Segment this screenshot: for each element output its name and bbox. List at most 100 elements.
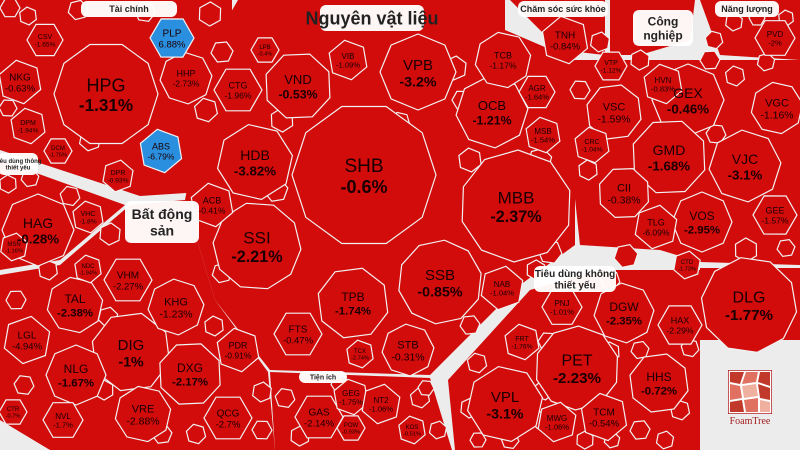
tile-mbb[interactable]	[461, 149, 571, 263]
tile-kos[interactable]	[398, 415, 426, 445]
small-tile[interactable]	[466, 352, 488, 374]
small-tile[interactable]	[734, 237, 758, 263]
small-tile[interactable]	[629, 420, 651, 440]
tile-lgl[interactable]	[3, 315, 51, 365]
tile-tcb[interactable]	[474, 31, 532, 89]
tile-abs[interactable]	[139, 128, 183, 174]
small-tile[interactable]	[459, 315, 481, 335]
tile-ssb[interactable]	[398, 239, 482, 325]
tile-acb[interactable]	[190, 182, 234, 228]
tile-ndc[interactable]	[74, 254, 102, 284]
tile-vjc[interactable]	[708, 129, 782, 203]
tile-hax[interactable]	[657, 305, 703, 345]
tile-ctg[interactable]	[213, 68, 263, 112]
tile-vpl[interactable]	[466, 365, 544, 443]
tile-vtp[interactable]	[594, 51, 628, 81]
tile-geg[interactable]	[333, 378, 369, 416]
tile-dcm[interactable]	[43, 138, 73, 164]
tile-gas[interactable]	[294, 395, 344, 439]
tile-gmd[interactable]	[632, 120, 706, 194]
tile-vpb[interactable]	[379, 33, 457, 111]
small-tile[interactable]	[630, 340, 650, 360]
tile-tcx[interactable]	[346, 339, 374, 369]
tile-dig[interactable]	[91, 312, 171, 392]
small-tile[interactable]	[417, 380, 435, 396]
tile-vre[interactable]	[114, 385, 172, 443]
tile-fts[interactable]	[273, 312, 323, 356]
small-tile[interactable]	[251, 420, 273, 440]
tile-tal[interactable]	[46, 276, 104, 334]
tile-mwg[interactable]	[537, 401, 577, 443]
tile-dxg[interactable]	[159, 343, 221, 405]
tile-dpr[interactable]	[102, 159, 134, 193]
small-tile[interactable]	[589, 31, 611, 53]
small-tile[interactable]	[569, 80, 591, 100]
small-tile[interactable]	[0, 99, 18, 117]
tile-vnd[interactable]	[265, 53, 331, 119]
tile-crc[interactable]	[574, 126, 610, 164]
tile-hhp[interactable]	[159, 51, 213, 105]
tile-nab[interactable]	[480, 265, 524, 311]
small-tile[interactable]	[99, 222, 121, 246]
tile-shb[interactable]	[291, 105, 437, 245]
tile-ctr[interactable]	[0, 399, 28, 425]
small-tile[interactable]	[193, 97, 219, 123]
small-tile[interactable]	[630, 49, 650, 71]
tile-ctd[interactable]	[673, 250, 701, 280]
small-tile[interactable]	[0, 0, 21, 18]
small-tile[interactable]	[204, 315, 224, 337]
tile-pvd[interactable]	[754, 20, 796, 56]
tile-vhm[interactable]	[103, 258, 153, 302]
tile-csv[interactable]	[26, 23, 64, 57]
small-tile[interactable]	[576, 430, 594, 450]
tile-stb[interactable]	[381, 323, 435, 377]
tile-pdr[interactable]	[216, 327, 260, 373]
tile-pow[interactable]	[336, 415, 366, 441]
tile-dpm[interactable]	[10, 107, 46, 145]
tile-tlg[interactable]	[634, 204, 678, 250]
small-tile[interactable]	[613, 243, 639, 269]
tile-tpb[interactable]	[317, 267, 389, 339]
tile-plp[interactable]	[149, 18, 195, 58]
tile-dlg[interactable]	[700, 257, 798, 353]
tile-vhc[interactable]	[72, 200, 104, 234]
tile-msn[interactable]	[0, 232, 28, 262]
tile-hvn[interactable]	[643, 63, 683, 105]
small-tile[interactable]	[0, 174, 17, 194]
small-tile[interactable]	[13, 375, 35, 395]
tile-nt2[interactable]	[361, 383, 401, 425]
small-tile[interactable]	[704, 30, 724, 50]
tile-tcm[interactable]	[580, 392, 628, 442]
small-tile[interactable]	[699, 50, 721, 70]
tile-gee[interactable]	[752, 195, 798, 235]
tile-cii[interactable]	[598, 167, 650, 219]
tile-lpb[interactable]	[250, 37, 280, 63]
small-tile[interactable]	[655, 430, 675, 450]
small-tile[interactable]	[252, 381, 272, 403]
tile-hdb[interactable]	[216, 123, 294, 201]
tile-nkg[interactable]	[0, 59, 42, 105]
small-tile[interactable]	[428, 420, 448, 440]
tile-vib[interactable]	[328, 39, 368, 81]
small-tile[interactable]	[19, 6, 37, 26]
tile-nvl[interactable]	[42, 402, 84, 438]
tile-frt[interactable]	[504, 323, 540, 361]
small-tile[interactable]	[578, 159, 598, 181]
small-tile[interactable]	[5, 290, 27, 310]
tile-nlg[interactable]	[45, 344, 107, 406]
tile-dgw[interactable]	[593, 282, 655, 344]
small-tile[interactable]	[210, 41, 234, 63]
small-tile[interactable]	[198, 1, 222, 27]
small-tile[interactable]	[724, 65, 746, 87]
tile-agr[interactable]	[518, 75, 556, 109]
tile-hhs[interactable]	[629, 353, 689, 413]
small-tile[interactable]	[185, 423, 207, 445]
small-tile[interactable]	[756, 52, 776, 72]
small-tile[interactable]	[274, 387, 296, 409]
tile-khg[interactable]	[147, 278, 205, 336]
tile-hpg[interactable]	[53, 43, 159, 145]
tile-msb[interactable]	[525, 116, 561, 154]
small-tile[interactable]	[59, 185, 81, 207]
tile-qcg[interactable]	[203, 396, 253, 440]
small-tile[interactable]	[776, 238, 796, 258]
